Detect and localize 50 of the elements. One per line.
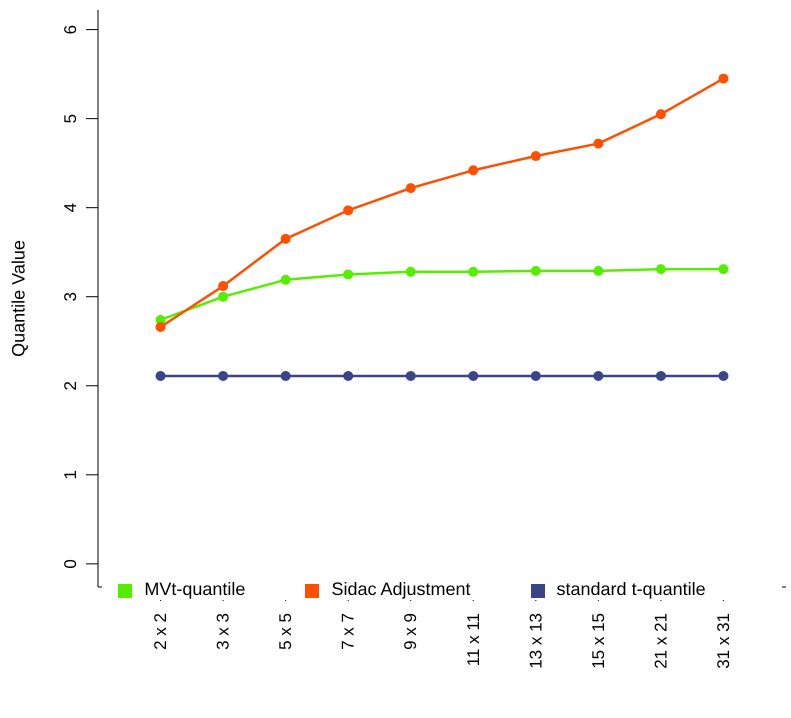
- x-tick-label: 13 x 13: [526, 613, 546, 669]
- point: [280, 370, 291, 381]
- point: [656, 370, 666, 381]
- y-axis-title: Quantile Value: [8, 240, 28, 357]
- point: [406, 266, 416, 277]
- y-tick-label: 1: [61, 470, 80, 480]
- x-tick-label: 2 x 2: [151, 613, 170, 650]
- point: [280, 234, 291, 244]
- point: [343, 205, 354, 216]
- point: [343, 269, 354, 280]
- point: [718, 370, 728, 381]
- point: [218, 281, 228, 292]
- y-tick-label: 5: [61, 114, 80, 124]
- x-tick-label: 11 x 11: [464, 613, 483, 666]
- y-tick-label: 2: [61, 381, 80, 390]
- point: [406, 370, 416, 381]
- legend-label: standard t-quantile: [556, 579, 706, 599]
- point: [156, 322, 166, 332]
- point: [468, 165, 478, 176]
- y-tick-label: 4: [61, 202, 80, 212]
- x-tick-label: 21 x 21: [651, 613, 670, 669]
- legend-label: MVt-quantile: [144, 579, 246, 599]
- point: [468, 266, 478, 277]
- legend-label: Sidac Adjustment: [331, 579, 471, 599]
- point: [530, 151, 541, 162]
- x-tick-label: 31 x 31: [714, 613, 733, 669]
- point: [656, 264, 666, 274]
- x-tick-label: 5 x 5: [276, 613, 296, 650]
- y-tick-label: 3: [61, 292, 80, 302]
- point: [656, 109, 666, 120]
- point: [406, 183, 416, 194]
- point: [343, 370, 354, 381]
- x-tick-label: 9 x 9: [401, 613, 420, 650]
- point: [218, 292, 228, 302]
- point: [593, 370, 604, 381]
- x-tick-label: 7 x 7: [338, 613, 358, 650]
- y-tick-label: 0: [61, 559, 80, 569]
- point: [468, 370, 478, 381]
- point: [718, 74, 728, 84]
- point: [530, 266, 541, 276]
- point: [156, 370, 166, 381]
- point: [593, 266, 604, 276]
- point: [593, 138, 604, 149]
- point: [280, 274, 291, 285]
- x-tick-label: 3 x 3: [214, 613, 233, 650]
- point: [718, 264, 728, 274]
- x-tick-label: 15 x 15: [588, 613, 608, 669]
- point: [218, 370, 228, 381]
- y-tick-label: 6: [61, 24, 80, 34]
- point: [530, 370, 541, 381]
